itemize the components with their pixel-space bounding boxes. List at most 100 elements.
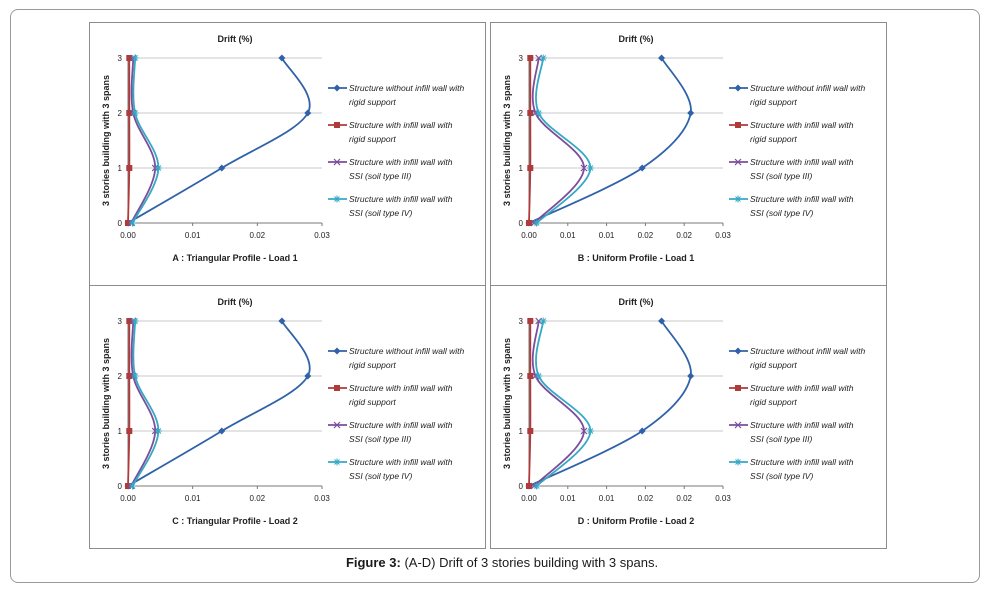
- legend-label-line-2: SSI (soil type IV): [750, 208, 813, 218]
- x-tick-label: 0.00: [521, 494, 537, 503]
- data-point: [687, 372, 695, 380]
- legend-marker: [734, 158, 742, 166]
- chart-title: Drift (%): [218, 34, 253, 44]
- series-2: [526, 55, 534, 226]
- legend-label-line-2: rigid support: [750, 134, 797, 144]
- legend-label: Structure with infill wall with SSI (soil…: [349, 420, 453, 444]
- y-tick-label: 0: [118, 219, 123, 228]
- x-tick-label: 0.01: [599, 231, 615, 240]
- data-point: [129, 219, 137, 227]
- y-tick-label: 2: [118, 372, 123, 381]
- y-tick-label: 3: [519, 54, 524, 63]
- legend-label: Structure without infill wall with rigid …: [750, 83, 866, 107]
- chart-subtitle: D : Uniform Profile - Load 2: [578, 516, 695, 526]
- y-axis-label: 3 stories building with 3 spans: [101, 338, 111, 469]
- data-point: [126, 55, 133, 61]
- legend-marker: [333, 84, 341, 92]
- chart-title: Drift (%): [619, 34, 654, 44]
- y-tick-label: 2: [519, 372, 524, 381]
- legend-label-line-1: Structure with infill wall with: [750, 383, 854, 393]
- legend-entry: Structure with infill wall with SSI (soil…: [729, 457, 854, 481]
- chart-svg: 0 1 2 3 0.00 0.01 0.02 0.03 Drift (%) A : Triangu…: [101, 34, 465, 263]
- legend-label: Structure with infill wall with SSI (soil…: [750, 194, 854, 218]
- chart-panel-b: 0 1 2 3 0.00 0.01 0.01 0.02 0.02 0.03 Drift (%) B :…: [490, 22, 887, 286]
- data-point: [126, 373, 133, 379]
- legend-marker: [735, 385, 741, 391]
- legend-label-line-1: Structure without infill wall with: [349, 346, 465, 356]
- data-point: [126, 165, 133, 171]
- caption-label: Figure 3:: [345, 555, 401, 570]
- y-tick-label: 0: [118, 482, 123, 491]
- x-tick-label: 0.02: [676, 231, 692, 240]
- legend-label: Structure without infill wall with rigid …: [750, 346, 866, 370]
- legend-label-line-1: Structure with infill wall with: [349, 383, 453, 393]
- series-2: [125, 318, 133, 489]
- data-point: [539, 317, 547, 325]
- legend-label-line-1: Structure with infill wall with: [750, 457, 854, 467]
- x-tick-label: 0.02: [250, 231, 266, 240]
- y-tick-label: 1: [519, 427, 524, 436]
- data-point: [533, 219, 541, 227]
- chart-subtitle: A : Triangular Profile - Load 1: [172, 253, 297, 263]
- data-point: [535, 372, 543, 380]
- series-4: [533, 317, 594, 490]
- x-tick-label: 0.01: [599, 494, 615, 503]
- legend-label: Structure without infill wall with rigid …: [349, 83, 465, 107]
- x-tick-label: 0.00: [120, 231, 136, 240]
- x-tick-label: 0.03: [715, 231, 731, 240]
- legend-label-line-1: Structure with infill wall with: [349, 157, 453, 167]
- caption-text: (A-D) Drift of 3 stories building with 3…: [400, 555, 659, 570]
- chart-svg: 0 1 2 3 0.00 0.01 0.01 0.02 0.02 0.03 Drift (%) B :…: [502, 34, 866, 263]
- legend-label: Structure with infill wall with SSI (soil…: [349, 457, 453, 481]
- data-point: [527, 55, 534, 61]
- legend-label: Structure with infill wall with rigid sup…: [750, 120, 854, 144]
- legend-label-line-2: SSI (soil type III): [750, 434, 813, 444]
- data-point: [526, 483, 532, 489]
- chart-panel-a: 0 1 2 3 0.00 0.01 0.02 0.03 Drift (%) A : Triangu…: [89, 22, 486, 286]
- x-tick-label: 0.02: [250, 494, 266, 503]
- figure-caption: Figure 3: (A-D) Drift of 3 stories build…: [0, 555, 1004, 570]
- data-point: [304, 109, 312, 117]
- legend-entry: Structure without infill wall with rigid …: [729, 83, 866, 107]
- data-point: [527, 318, 534, 324]
- legend-marker: [333, 347, 341, 355]
- data-point: [527, 373, 534, 379]
- series-line: [535, 320, 592, 487]
- data-point: [278, 54, 286, 62]
- series-3: [127, 317, 159, 490]
- legend-label-line-1: Structure with infill wall with: [750, 194, 854, 204]
- series-3: [530, 54, 588, 227]
- y-tick-label: 1: [118, 427, 123, 436]
- legend-entry: Structure without infill wall with rigid …: [729, 346, 866, 370]
- legend-entry: Structure with infill wall with rigid sup…: [729, 120, 854, 144]
- y-axis-label: 3 stories building with 3 spans: [502, 75, 512, 206]
- legend-entry: Structure with infill wall with SSI (soil…: [328, 420, 453, 444]
- chart-title: Drift (%): [619, 297, 654, 307]
- legend-marker: [334, 122, 340, 128]
- legend-label-line-2: rigid support: [750, 97, 797, 107]
- series-line: [127, 58, 131, 224]
- legend-label-line-2: SSI (soil type III): [750, 171, 813, 181]
- legend-entry: Structure with infill wall with SSI (soil…: [328, 194, 453, 218]
- legend-label-line-2: SSI (soil type III): [349, 434, 412, 444]
- data-point: [638, 164, 646, 172]
- legend-label-line-1: Structure with infill wall with: [349, 120, 453, 130]
- data-point: [533, 482, 541, 490]
- y-tick-label: 0: [519, 219, 524, 228]
- data-point: [131, 372, 139, 380]
- series-line: [531, 57, 585, 224]
- data-point: [526, 220, 532, 226]
- data-point: [580, 427, 588, 435]
- data-point: [638, 427, 646, 435]
- data-point: [126, 428, 133, 434]
- chart-subtitle: C : Triangular Profile - Load 2: [172, 516, 298, 526]
- series-1: [525, 54, 695, 227]
- legend-label-line-2: SSI (soil type IV): [349, 208, 412, 218]
- data-point: [131, 54, 139, 62]
- data-point: [125, 483, 131, 489]
- data-point: [539, 54, 547, 62]
- data-point: [131, 317, 139, 325]
- legend-label-line-1: Structure with infill wall with: [349, 457, 453, 467]
- data-point: [304, 372, 312, 380]
- legend-entry: Structure with infill wall with rigid sup…: [729, 383, 854, 407]
